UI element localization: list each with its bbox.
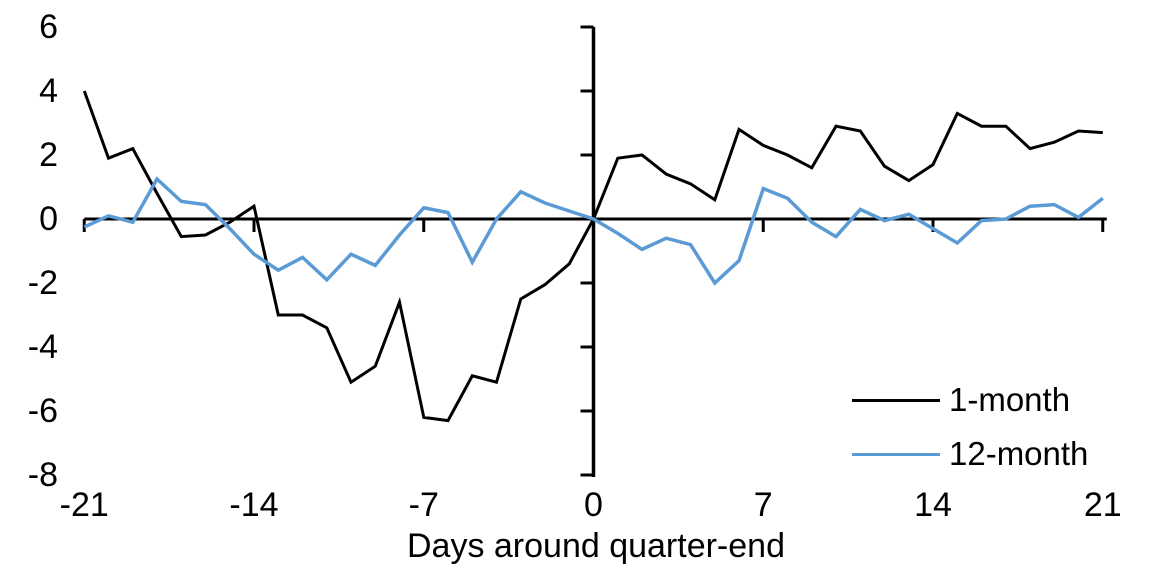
y-tick-label: 6 [39, 8, 58, 46]
series-line-12-month [83, 176, 1104, 286]
x-tick-label: 7 [753, 486, 773, 524]
x-tick-label: 0 [584, 486, 603, 524]
x-axis-title: Days around quarter-end [406, 527, 785, 565]
y-tick-label: 4 [39, 72, 58, 110]
x-tick-label: 14 [914, 486, 952, 524]
x-tick-label: -21 [59, 486, 109, 524]
x-tick-label: -7 [408, 486, 439, 524]
y-tick-label: 0 [39, 200, 58, 238]
y-tick-label: -2 [27, 264, 58, 302]
legend-label-1-month: 1-month [949, 381, 1071, 418]
y-tick-label: -4 [27, 328, 58, 366]
x-tick-label: 21 [1083, 486, 1122, 524]
legend-item-12-month: 12-month [852, 434, 1088, 474]
y-tick-label: -8 [27, 456, 58, 494]
legend-swatch-1-month [852, 398, 940, 402]
legend-label-12-month: 12-month [949, 435, 1089, 472]
y-tick-label: 2 [39, 136, 58, 174]
legend-item-1-month: 1-month [852, 380, 1070, 420]
y-tick-label: -6 [27, 392, 58, 430]
legend-swatch-12-month [852, 452, 940, 456]
x-tick-label: -14 [229, 486, 279, 524]
